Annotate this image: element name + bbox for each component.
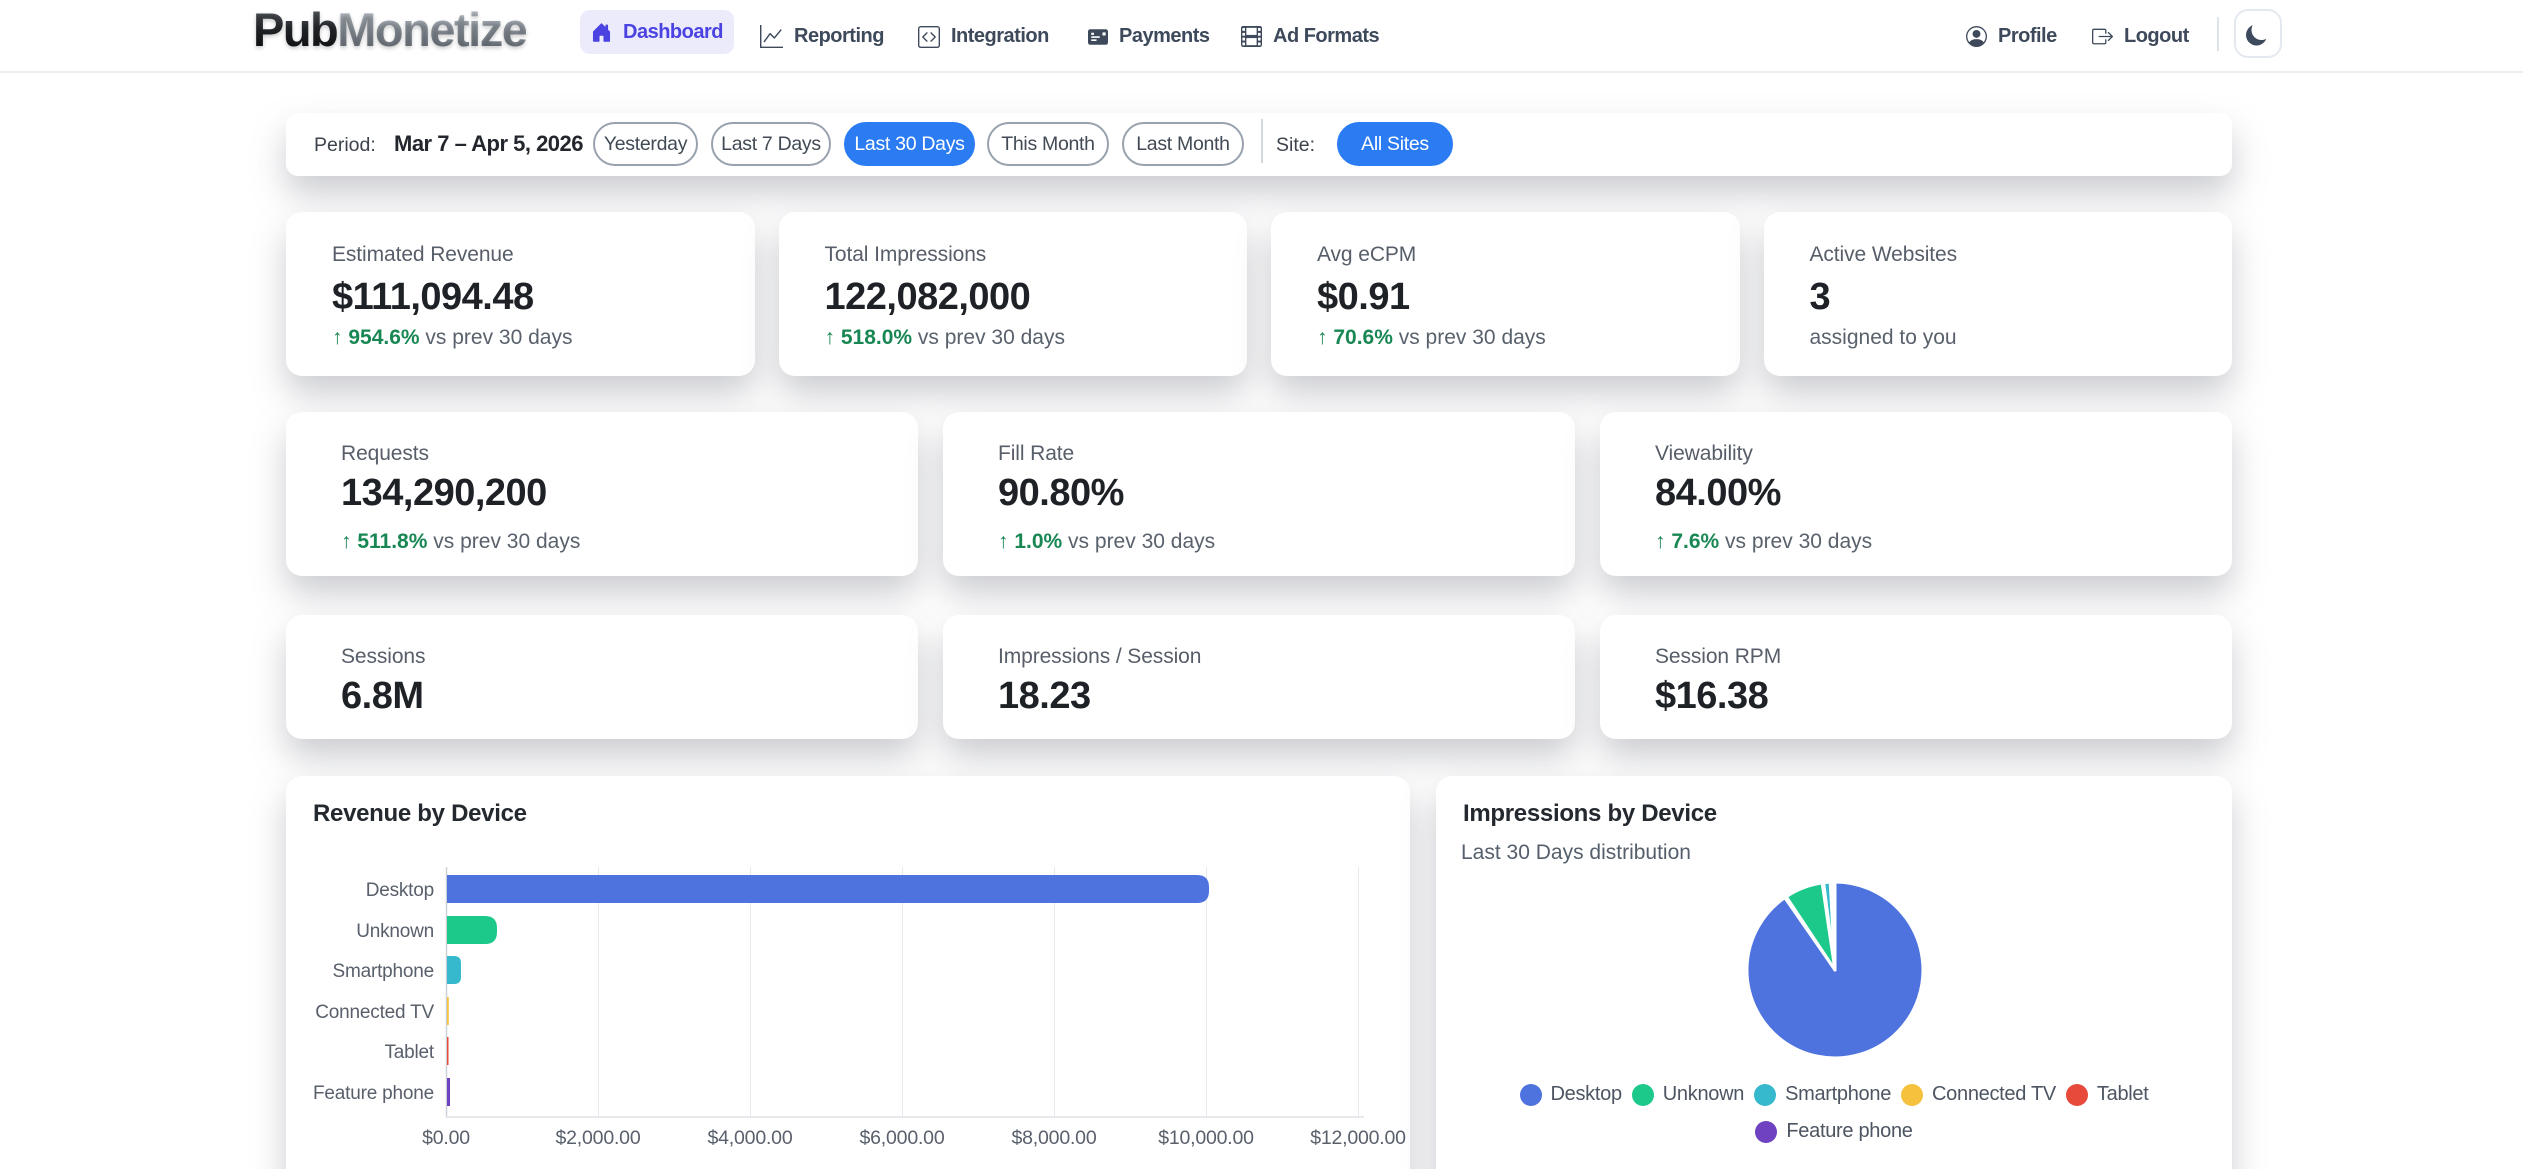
svg-text:Tablet: Tablet (384, 1042, 434, 1063)
svg-text:Feature phone: Feature phone (313, 1083, 434, 1104)
svg-text:Desktop: Desktop (366, 880, 434, 901)
svg-text:$8,000.00: $8,000.00 (1012, 1127, 1097, 1149)
svg-text:$10,000.00: $10,000.00 (1158, 1127, 1254, 1149)
svg-text:$4,000.00: $4,000.00 (708, 1127, 793, 1149)
svg-text:$12,000.00: $12,000.00 (1310, 1127, 1406, 1149)
svg-text:Unknown: Unknown (356, 921, 434, 942)
svg-text:$6,000.00: $6,000.00 (860, 1127, 945, 1149)
svg-text:$0.00: $0.00 (422, 1127, 470, 1149)
svg-text:$2,000.00: $2,000.00 (556, 1127, 641, 1149)
svg-text:Connected TV: Connected TV (315, 1002, 434, 1023)
svg-text:Smartphone: Smartphone (332, 961, 434, 982)
